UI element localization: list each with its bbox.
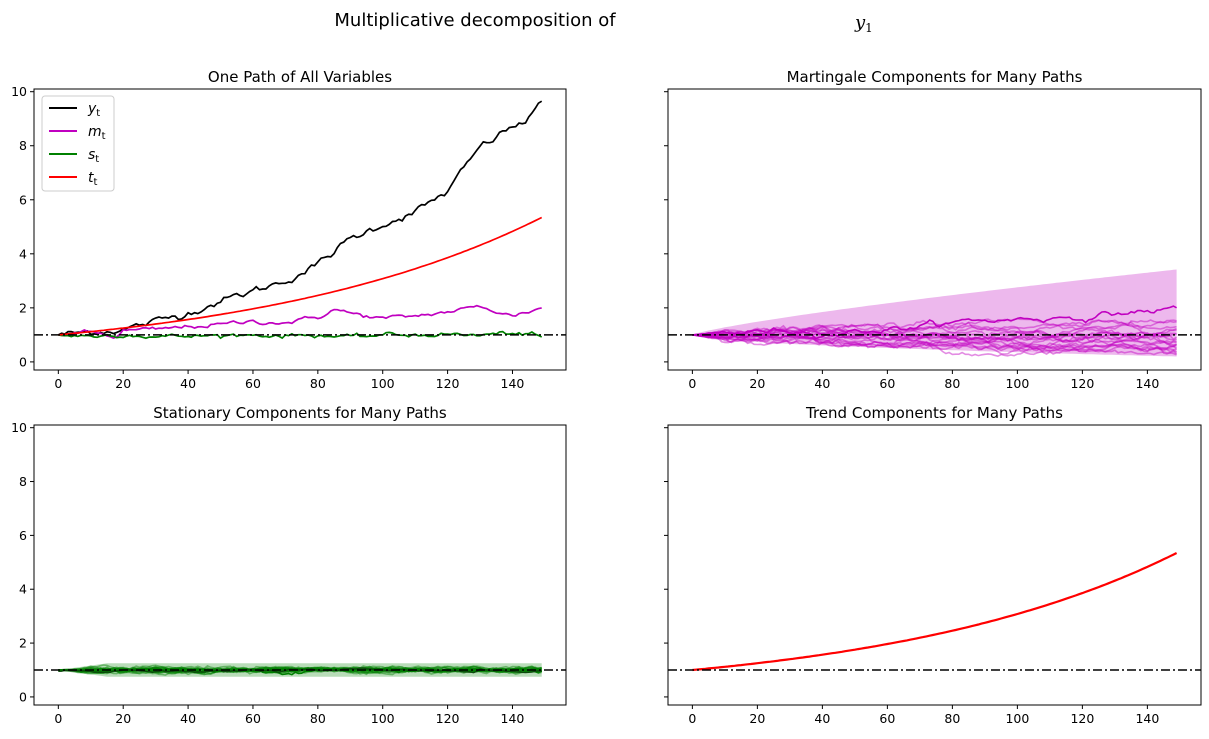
axes-frame: [33, 88, 567, 371]
sample-path: [692, 334, 1178, 352]
x-tick-label: 20: [115, 376, 131, 391]
series-y_t: [57, 100, 543, 336]
sample-path: [692, 332, 1177, 356]
y-tick-label: 6: [19, 528, 27, 543]
y-tick-label: 8: [19, 138, 27, 153]
figure-title-sub: 1: [865, 21, 873, 35]
x-tick-label: 120: [1070, 711, 1094, 726]
x-tick-label: 60: [245, 376, 261, 391]
series-s_t: [58, 330, 543, 340]
plot-area: [692, 269, 1178, 358]
panel-martingale: Martingale Components for Many Paths 0 20 4…: [664, 68, 1202, 391]
x-tick-label: 40: [814, 711, 830, 726]
x-tick-label: 40: [180, 376, 196, 391]
series-t_t: [58, 216, 543, 336]
sample-path: [692, 329, 1177, 346]
x-tick-label: 0: [54, 376, 62, 391]
x-tick-label: 40: [180, 711, 196, 726]
x-tick-label: 140: [501, 376, 525, 391]
x-tick-label: 20: [749, 711, 765, 726]
sample-path: [692, 325, 1177, 345]
sample-path: [692, 332, 1177, 353]
legend: yt mt st tt: [41, 95, 115, 192]
plot-area: [57, 100, 543, 340]
axes-frame: [33, 424, 567, 706]
panel-title: Stationary Components for Many Paths: [153, 404, 447, 422]
legend-label: tt: [88, 170, 98, 188]
axes-frame: [667, 424, 1202, 706]
sample-path: [692, 319, 1177, 336]
x-tick-label: 20: [749, 376, 765, 391]
x-tick-label: 80: [944, 711, 960, 726]
y-tick-label: 2: [19, 300, 27, 315]
x-tick-label: 0: [688, 711, 696, 726]
sample-path: [692, 326, 1177, 344]
x-tick-label: 80: [310, 376, 326, 391]
x-tick-label: 20: [115, 711, 131, 726]
y-tick-label: 0: [19, 689, 27, 704]
sample-path: [692, 317, 1177, 343]
plot-area: [58, 663, 543, 677]
panel-trend: Trend Components for Many Paths 0 20 40 60 80…: [664, 404, 1202, 726]
y-tick-label: 8: [19, 474, 27, 489]
x-tick-label: 140: [1135, 711, 1159, 726]
sample-path: [692, 333, 1177, 356]
y-tick-label: 10: [11, 84, 27, 99]
panel-title: Martingale Components for Many Paths: [787, 68, 1083, 86]
x-tick-label: 140: [1135, 376, 1159, 391]
axes-frame: [667, 88, 1202, 371]
sample-path: [692, 319, 1177, 337]
sample-path: [58, 665, 542, 676]
x-tick-label: 0: [688, 376, 696, 391]
x-tick-label: 120: [1070, 376, 1094, 391]
sample-path: [692, 328, 1177, 348]
y-tick-label: 0: [19, 354, 27, 369]
sample-path: [58, 665, 542, 674]
figure-title: Multiplicative decomposition of: [334, 10, 616, 31]
x-tick-label: 60: [245, 711, 261, 726]
x-tick-label: 100: [371, 376, 395, 391]
figure-title-var: y: [854, 12, 866, 33]
x-tick-label: 140: [501, 711, 525, 726]
y-tick-label: 4: [19, 246, 27, 261]
sample-path-dark: [58, 667, 542, 674]
x-tick-label: 60: [879, 711, 895, 726]
x-tick-label: 120: [436, 376, 460, 391]
sample-path: [692, 334, 1178, 358]
y-tick-label: 4: [19, 582, 27, 597]
x-tick-label: 100: [1005, 376, 1029, 391]
sample-path: [692, 328, 1177, 346]
sample-path: [692, 322, 1177, 341]
y-tick-label: 10: [11, 420, 27, 435]
y-tick-label: 6: [19, 192, 27, 207]
sample-path: [692, 324, 1177, 343]
x-tick-label: 0: [54, 711, 62, 726]
sample-path: [692, 305, 1177, 340]
sample-path: [692, 334, 1177, 353]
y-tick-label: 2: [19, 636, 27, 651]
legend-label: yt: [87, 101, 100, 119]
plot-area: [692, 552, 1178, 672]
legend-label: st: [88, 147, 99, 165]
panel-title: One Path of All Variables: [208, 68, 392, 86]
x-tick-label: 40: [814, 376, 830, 391]
figure-title-variable: y1: [854, 12, 873, 35]
panel-title: Trend Components for Many Paths: [805, 404, 1063, 422]
series-m_t: [58, 304, 542, 340]
x-tick-label: 120: [436, 711, 460, 726]
series-trend: [692, 552, 1178, 672]
x-tick-label: 80: [944, 376, 960, 391]
x-tick-label: 100: [371, 711, 395, 726]
legend-label: mt: [88, 124, 106, 142]
x-tick-label: 100: [1005, 711, 1029, 726]
sample-path: [692, 332, 1178, 353]
x-tick-label: 60: [879, 376, 895, 391]
x-tick-label: 80: [310, 711, 326, 726]
